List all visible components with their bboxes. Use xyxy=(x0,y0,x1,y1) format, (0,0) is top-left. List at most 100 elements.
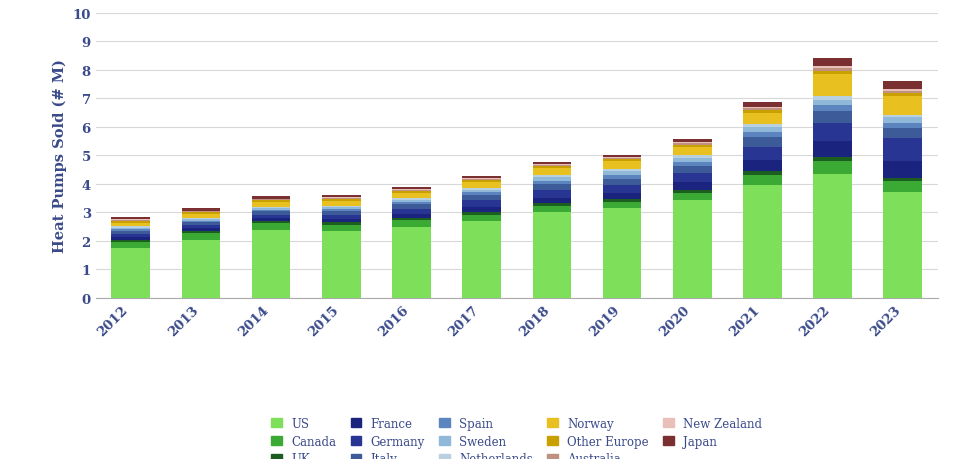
Bar xyxy=(252,208,291,210)
Bar xyxy=(392,203,431,205)
Bar xyxy=(883,139,923,161)
Bar xyxy=(603,172,641,176)
Bar xyxy=(813,112,852,123)
Bar xyxy=(532,167,571,169)
Bar xyxy=(813,162,852,174)
Bar xyxy=(813,59,852,67)
Bar xyxy=(182,221,220,223)
Bar xyxy=(462,222,501,298)
Bar xyxy=(252,207,291,208)
Bar xyxy=(182,213,220,215)
Bar xyxy=(252,218,291,222)
Bar xyxy=(673,147,712,156)
Bar xyxy=(603,200,641,202)
Bar xyxy=(532,176,571,178)
Bar xyxy=(673,140,712,143)
Bar xyxy=(111,237,150,240)
Bar xyxy=(813,157,852,162)
Bar xyxy=(462,215,501,222)
Bar xyxy=(252,210,291,212)
Bar xyxy=(813,97,852,101)
Bar xyxy=(813,142,852,157)
Legend: US, Canada, UK, France, Germany, Italy, Spain, Sweden, Netherlands, Norway, Othe: US, Canada, UK, France, Germany, Italy, … xyxy=(267,412,767,459)
Bar xyxy=(603,160,641,162)
Bar xyxy=(111,234,150,237)
Bar xyxy=(743,133,782,138)
Bar xyxy=(392,199,431,201)
Bar xyxy=(322,225,361,231)
Bar xyxy=(813,106,852,112)
Bar xyxy=(392,214,431,218)
Bar xyxy=(182,211,220,212)
Bar xyxy=(883,90,923,92)
Bar xyxy=(743,114,782,125)
Bar xyxy=(462,213,501,215)
Bar xyxy=(322,196,361,198)
Bar xyxy=(111,227,150,228)
Bar xyxy=(182,226,220,229)
Bar xyxy=(813,67,852,69)
Bar xyxy=(462,179,501,180)
Bar xyxy=(532,185,571,191)
Bar xyxy=(603,158,641,160)
Bar xyxy=(673,158,712,162)
Bar xyxy=(111,220,150,222)
Bar xyxy=(462,189,501,190)
Bar xyxy=(182,212,220,213)
Bar xyxy=(532,162,571,165)
Bar xyxy=(252,215,291,218)
Bar xyxy=(743,125,782,128)
Bar xyxy=(603,185,641,193)
Bar xyxy=(743,108,782,109)
Bar xyxy=(392,218,431,221)
Bar xyxy=(743,161,782,172)
Bar xyxy=(813,101,852,106)
Bar xyxy=(111,231,150,234)
Bar xyxy=(743,176,782,186)
Bar xyxy=(392,227,431,298)
Bar xyxy=(111,222,150,224)
Bar xyxy=(532,181,571,185)
Bar xyxy=(462,190,501,193)
Bar xyxy=(673,162,712,166)
Bar xyxy=(392,190,431,191)
Bar xyxy=(603,155,641,157)
Bar xyxy=(182,223,220,226)
Bar xyxy=(673,166,712,174)
Y-axis label: Heat Pumps Sold (# M): Heat Pumps Sold (# M) xyxy=(53,59,67,253)
Bar xyxy=(743,128,782,133)
Bar xyxy=(673,143,712,144)
Bar xyxy=(462,176,501,179)
Bar xyxy=(743,109,782,111)
Bar xyxy=(673,194,712,200)
Bar xyxy=(462,183,501,189)
Bar xyxy=(392,188,431,190)
Bar xyxy=(603,157,641,158)
Bar xyxy=(462,207,501,213)
Bar xyxy=(883,118,923,123)
Bar xyxy=(182,218,220,219)
Bar xyxy=(532,165,571,167)
Bar xyxy=(532,169,571,176)
Bar xyxy=(182,209,220,211)
Bar xyxy=(111,228,150,230)
Bar xyxy=(673,174,712,183)
Bar xyxy=(743,111,782,114)
Bar xyxy=(322,223,361,225)
Bar xyxy=(182,219,220,221)
Bar xyxy=(322,215,361,219)
Bar xyxy=(392,194,431,199)
Bar xyxy=(111,230,150,231)
Bar xyxy=(532,198,571,204)
Bar xyxy=(673,144,712,145)
Bar xyxy=(462,193,501,196)
Bar xyxy=(252,201,291,203)
Bar xyxy=(322,231,361,298)
Bar xyxy=(392,191,431,194)
Bar xyxy=(392,209,431,214)
Bar xyxy=(462,196,501,201)
Bar xyxy=(813,72,852,74)
Bar xyxy=(252,203,291,207)
Bar xyxy=(322,210,361,212)
Bar xyxy=(603,209,641,298)
